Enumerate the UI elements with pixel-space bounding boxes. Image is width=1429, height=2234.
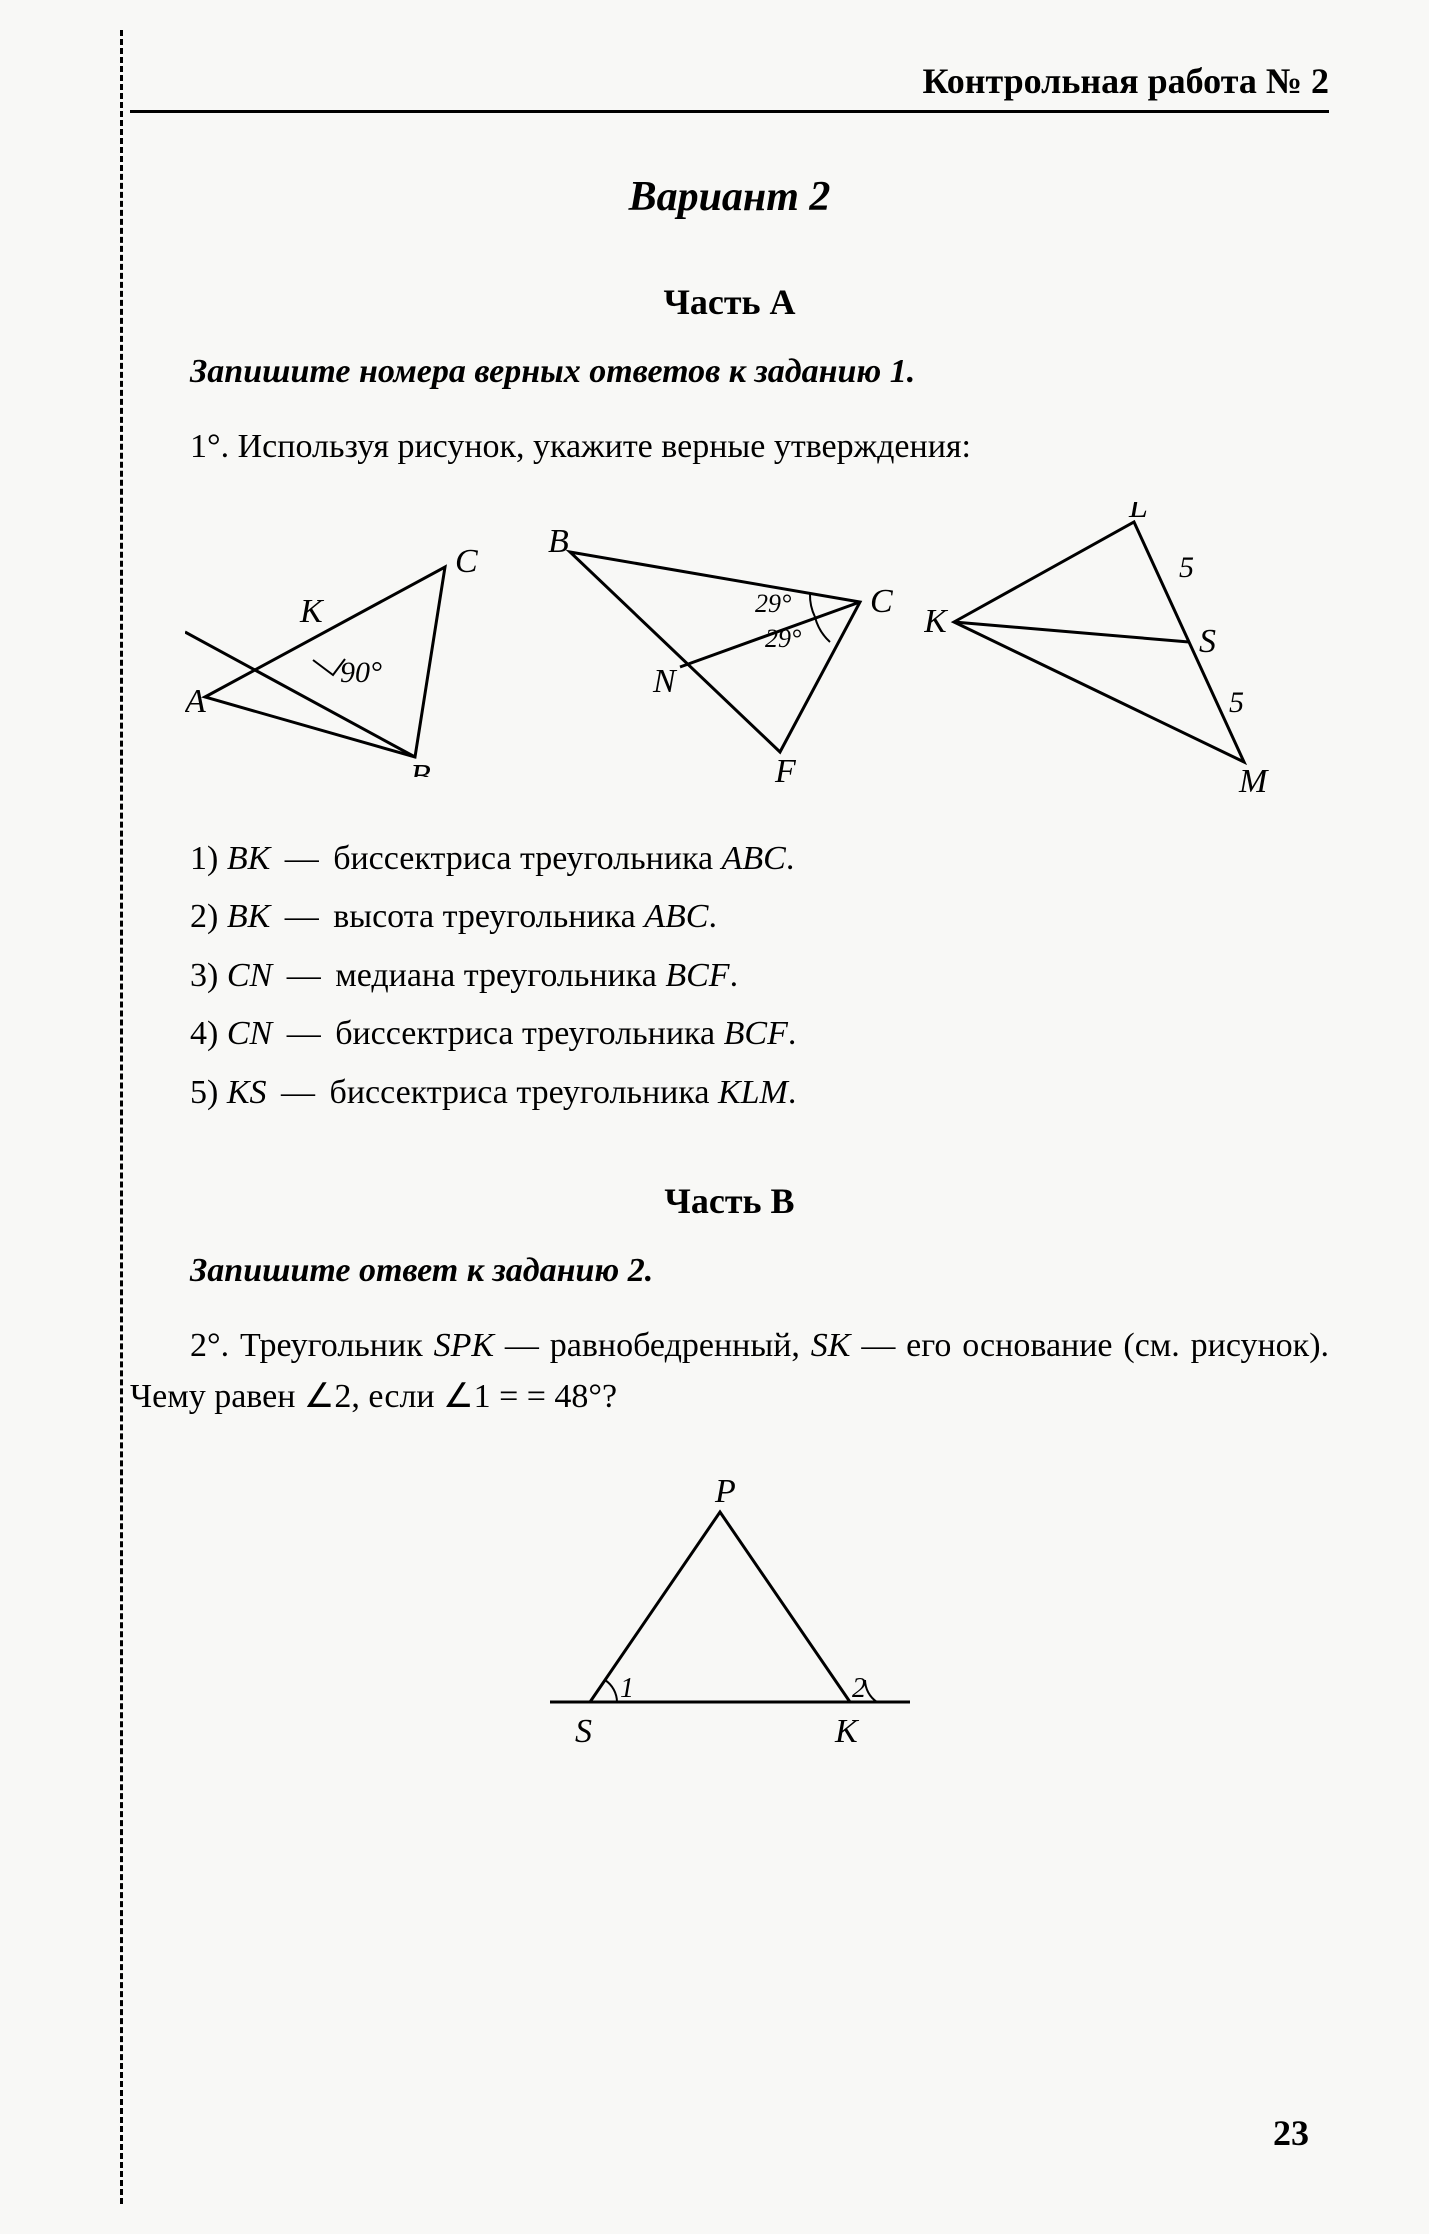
opt5-tri: KLM (718, 1074, 788, 1111)
triangle-klm: К L S M 5 5 (920, 502, 1290, 792)
task2-label: 2°. (190, 1327, 229, 1364)
opt3-text: медиана треугольника (335, 957, 657, 994)
angle-29a: 29° (755, 589, 791, 618)
part-b-instruction: Запишите ответ к заданию 2. (130, 1252, 1329, 1290)
opt5-var: KS (227, 1074, 267, 1111)
label-M: M (1238, 763, 1269, 792)
dash: — (285, 898, 319, 935)
opt2-tri: ABC (644, 898, 708, 935)
option-4: 4) CN — биссектриса треугольника BCF. (190, 1007, 1329, 1061)
opt1-text: биссектриса треугольника (333, 840, 713, 877)
option-3: 3) CN — медиана треугольника BCF. (190, 949, 1329, 1003)
opt1-tri: ABC (722, 840, 786, 877)
dash: — (287, 957, 321, 994)
angle-1: 1 (620, 1673, 634, 1704)
page-number: 23 (1273, 2112, 1309, 2154)
option-2: 2) BК — высота треугольника ABC. (190, 890, 1329, 944)
label-K3: К (924, 603, 949, 640)
label-C: C (455, 543, 478, 580)
dash: — (287, 1015, 321, 1052)
task1-diagrams: A К C B 90° B C N F 29° 29° (130, 502, 1329, 792)
triangle-bcf: B C N F 29° 29° (540, 512, 920, 782)
option-5: 5) KS — биссектриса треугольника KLM. (190, 1066, 1329, 1120)
opt5-num: 5) (190, 1074, 218, 1111)
task2-t2: — равнобедренный, (505, 1327, 800, 1364)
opt1-num: 1) (190, 840, 218, 877)
label-S: S (1199, 623, 1216, 660)
opt4-num: 4) (190, 1015, 218, 1052)
task1-body: Используя рисунок, укажите верные утвер­… (238, 428, 971, 465)
label-B2: B (548, 523, 569, 560)
angle-29b: 29° (765, 624, 801, 653)
opt3-num: 3) (190, 957, 218, 994)
triangle-abc: A К C B 90° (170, 517, 540, 777)
part-a-title: Часть А (130, 281, 1329, 323)
label-K: К (299, 593, 325, 630)
angle-90: 90° (340, 656, 382, 689)
label-N: N (652, 663, 678, 700)
opt2-var: BК (227, 898, 270, 935)
angle-2: 2 (852, 1673, 866, 1704)
label-C2: C (870, 583, 893, 620)
label-F: F (774, 753, 797, 782)
header-title: Контрольная работа № 2 (922, 61, 1329, 101)
task1-text: 1°. Используя рисунок, укажите верные ут… (130, 421, 1329, 472)
task1-label: 1°. (190, 428, 229, 465)
triangle-spk: P S К 1 2 (130, 1472, 1329, 1772)
option-1: 1) BК — биссектриса треугольника ABC. (190, 832, 1329, 886)
task2-sk: SK (811, 1327, 851, 1364)
label-A: A (185, 683, 206, 720)
side-5a: 5 (1179, 551, 1194, 584)
opt4-text: биссектриса треугольника (335, 1015, 715, 1052)
task2-text: 2°. Треугольник SPK — равнобедренный, SK… (130, 1320, 1329, 1422)
label-B: B (410, 758, 431, 777)
opt4-tri: BCF (724, 1015, 788, 1052)
opt4-var: CN (227, 1015, 272, 1052)
task2-spk: SPK (434, 1327, 494, 1364)
dash: — (281, 1074, 315, 1111)
label-P: P (714, 1473, 736, 1510)
cut-line (120, 30, 123, 2204)
part-b-title: Часть В (130, 1180, 1329, 1222)
header: Контрольная работа № 2 (130, 60, 1329, 113)
opt2-text: высота треугольника (333, 898, 636, 935)
label-S2: S (575, 1713, 592, 1750)
side-5b: 5 (1229, 686, 1244, 719)
opt3-var: CN (227, 957, 272, 994)
label-K4: К (834, 1713, 860, 1750)
opt3-tri: BCF (665, 957, 729, 994)
task1-options: 1) BК — биссектриса треугольника ABC. 2)… (130, 832, 1329, 1120)
dash: — (285, 840, 319, 877)
opt2-num: 2) (190, 898, 218, 935)
label-L: L (1128, 502, 1148, 525)
opt1-var: BК (227, 840, 270, 877)
opt5-text: биссектриса треугольника (330, 1074, 710, 1111)
variant-title: Вариант 2 (130, 173, 1329, 221)
part-a-instruction: Запишите номера верных ответов к заданию… (130, 353, 1329, 391)
task2-t1: Треугольник (240, 1327, 423, 1364)
